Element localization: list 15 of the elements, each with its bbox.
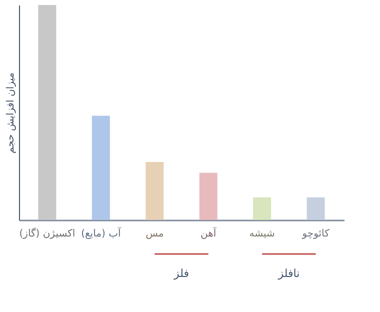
- x-tick-label: آهن: [200, 226, 218, 240]
- x-tick-label: آب (مایع): [81, 226, 122, 240]
- x-tick-label: شیشه: [249, 228, 275, 240]
- bar: [92, 116, 110, 220]
- bar: [38, 5, 56, 220]
- x-tick-label: کائوچو: [301, 228, 330, 240]
- y-axis-title: میزان افزایش حجم: [6, 72, 16, 154]
- bar: [253, 197, 272, 220]
- text: نافلز: [277, 267, 300, 280]
- bar: [306, 197, 325, 220]
- x-tick-label: مس: [146, 228, 164, 240]
- bar: [146, 162, 164, 220]
- x-tick-label: اکسیژن (گاز): [19, 228, 76, 240]
- text: فلز: [173, 267, 189, 280]
- bar: [199, 172, 218, 220]
